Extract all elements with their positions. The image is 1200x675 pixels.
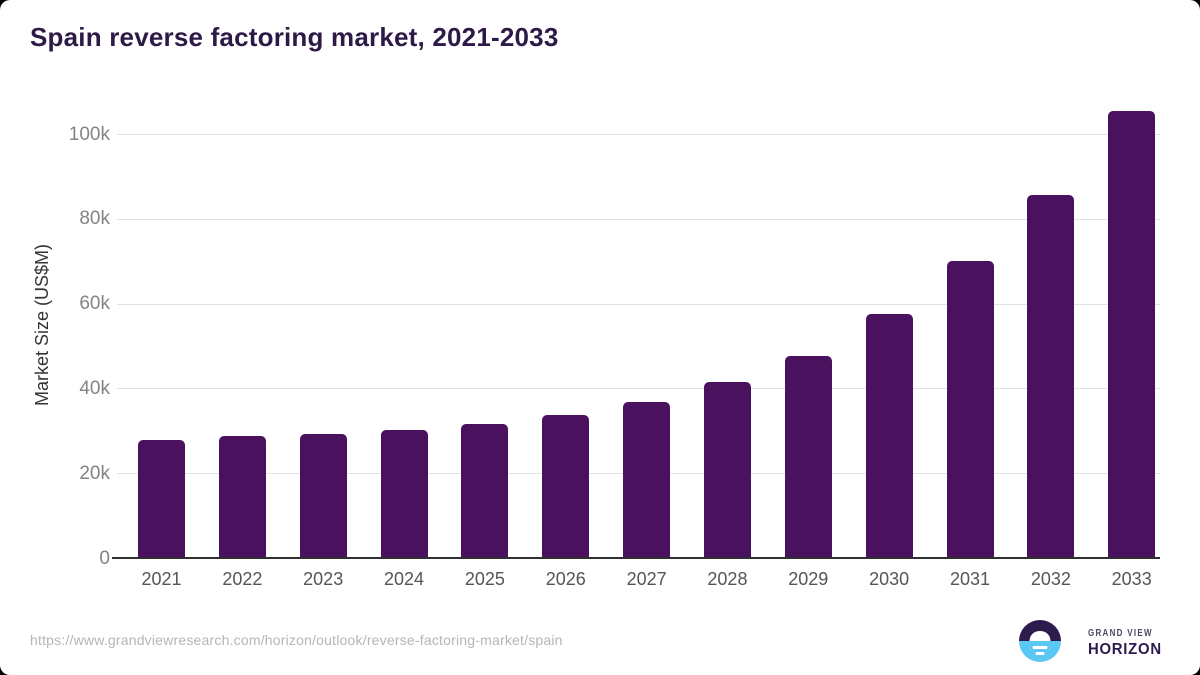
gridline [117,388,1160,390]
x-tick-label: 2026 [545,569,586,589]
x-tick-label: 2033 [1111,569,1152,589]
x-tick-label: 2032 [1030,569,1071,589]
bar [946,260,994,559]
brand-name-bottom: HORIZON [1088,641,1162,658]
bar [865,314,913,559]
y-tick-label: 80k [79,208,110,230]
x-axis-line [112,557,1160,559]
x-tick-label: 2029 [788,569,829,589]
x-tick-label: 2024 [384,569,425,589]
bar [299,433,347,559]
bar [1108,111,1156,559]
gridline [117,218,1160,220]
x-tick-label: 2030 [869,569,910,589]
gridline [117,134,1160,135]
x-tick-label: 2031 [949,569,991,589]
bar [461,424,509,559]
x-tick-label: 2027 [626,569,667,589]
x-tick-label: 2023 [303,569,344,589]
brand-name-top: GRAND VIEW [1088,628,1153,639]
y-tick-label: 0 [99,547,110,569]
logo-reflection-line-2 [1035,651,1045,655]
y-tick-label: 40k [79,377,110,399]
x-tick-label: 2028 [707,569,748,589]
chart-title: Spain reverse factoring market, 2021-203… [30,22,559,52]
bar [784,355,832,559]
gridline [117,303,1160,305]
brand-wordmark: GRAND VIEW HORIZON [1088,628,1169,659]
y-tick-label: 20k [79,462,110,484]
y-tick-label: 100k [68,123,110,145]
bar [623,402,671,559]
y-tick-label: 60k [79,293,110,315]
bar [542,415,590,559]
bar [218,436,266,559]
x-tick-label: 2022 [222,569,263,589]
grand-view-horizon-logo-icon [1019,620,1061,662]
logo-reflection-line-1 [1032,646,1048,649]
bar [1027,195,1075,559]
x-tick-label: 2021 [141,569,182,589]
bar [380,429,428,559]
bar [703,382,751,559]
source-url: https://www.grandviewresearch.com/horizo… [30,632,563,648]
bar [138,439,185,559]
x-tick-label: 2025 [464,569,505,589]
logo-sun-dome [1029,630,1051,641]
